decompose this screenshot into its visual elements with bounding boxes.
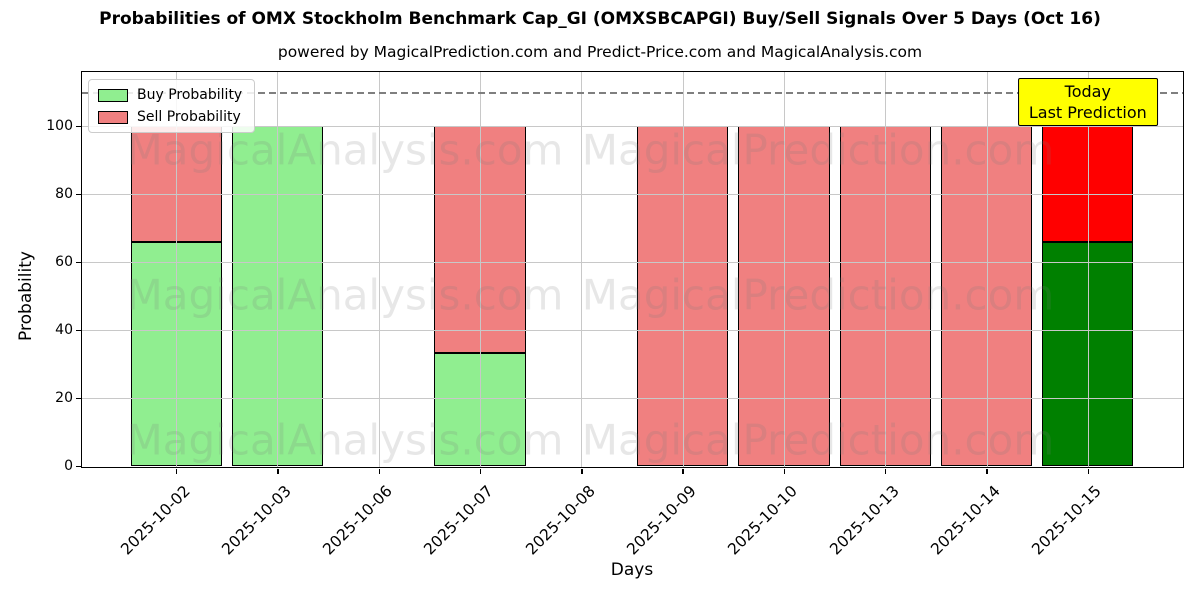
y-tick-mark [75, 329, 81, 332]
y-tick-label: 60 [55, 253, 73, 270]
legend-swatch [98, 88, 128, 102]
y-tick-mark [75, 262, 81, 264]
x-tick-label: 2025-10-13 [826, 482, 903, 559]
gridline-vertical [682, 72, 684, 467]
threshold-dashed-line [82, 92, 1183, 94]
chart-title: Probabilities of OMX Stockholm Benchmark… [99, 9, 1101, 29]
gridline-vertical [378, 72, 380, 467]
x-tick-label: 2025-10-15 [1028, 482, 1106, 559]
x-tick-mark [1087, 468, 1089, 474]
y-tick-mark [75, 397, 81, 400]
gridline-vertical [277, 72, 279, 467]
x-tick-label: 2025-10-07 [420, 482, 498, 559]
x-axis-label: Days [610, 560, 654, 580]
gridline-vertical [480, 72, 482, 467]
gridline-horizontal [82, 398, 1183, 400]
y-tick-mark [75, 465, 81, 468]
x-tick-mark [783, 468, 786, 474]
legend-label: Buy Probability [137, 87, 243, 103]
legend-label: Sell Probability [137, 109, 241, 125]
gridline-vertical [783, 72, 785, 467]
x-tick-mark [682, 468, 684, 474]
x-tick-mark [986, 468, 988, 474]
y-tick-label: 0 [64, 457, 73, 474]
gridline-horizontal [82, 126, 1183, 128]
chart-subtitle: powered by MagicalPrediction.com and Pre… [277, 43, 923, 61]
y-tick-mark [75, 126, 81, 128]
y-tick-mark [75, 194, 81, 196]
legend: Buy Probability Sell Probability [88, 79, 256, 133]
gridline-horizontal [82, 194, 1183, 196]
gridline-vertical [176, 72, 178, 467]
x-tick-mark [176, 468, 178, 474]
x-tick-label: 2025-10-09 [623, 482, 700, 559]
x-tick-mark [378, 468, 380, 474]
legend-entry: Buy Probability [98, 87, 242, 103]
x-tick-mark [277, 468, 279, 474]
y-tick-label: 40 [55, 321, 73, 338]
plot-area: Buy Probability Sell Probability Today La… [81, 71, 1184, 468]
legend-swatch [98, 110, 128, 124]
x-tick-label: 2025-10-06 [319, 482, 397, 559]
annotation-line-2: Last Prediction [1028, 103, 1147, 122]
y-axis-label: Probability [16, 251, 36, 341]
gridline-vertical [885, 72, 887, 467]
gridline-horizontal [82, 330, 1183, 332]
gridline-vertical [986, 72, 988, 467]
y-tick-label: 80 [55, 185, 73, 202]
annotation-line-1: Today [1064, 82, 1111, 101]
today-annotation: Today Last Prediction [1017, 78, 1158, 126]
x-tick-mark [885, 468, 887, 474]
x-tick-label: 2025-10-14 [927, 482, 1004, 559]
x-tick-label: 2025-10-08 [522, 482, 599, 559]
gridline-vertical [1087, 72, 1089, 467]
gridline-vertical [581, 72, 583, 467]
x-tick-mark [479, 468, 482, 474]
y-tick-label: 20 [55, 389, 73, 406]
x-tick-mark [581, 468, 583, 474]
x-tick-label: 2025-10-10 [724, 482, 802, 559]
gridline-horizontal [82, 262, 1183, 264]
x-tick-label: 2025-10-02 [116, 482, 194, 559]
y-tick-label: 100 [46, 117, 73, 134]
x-tick-label: 2025-10-03 [218, 482, 295, 559]
legend-entry: Sell Probability [98, 109, 242, 125]
